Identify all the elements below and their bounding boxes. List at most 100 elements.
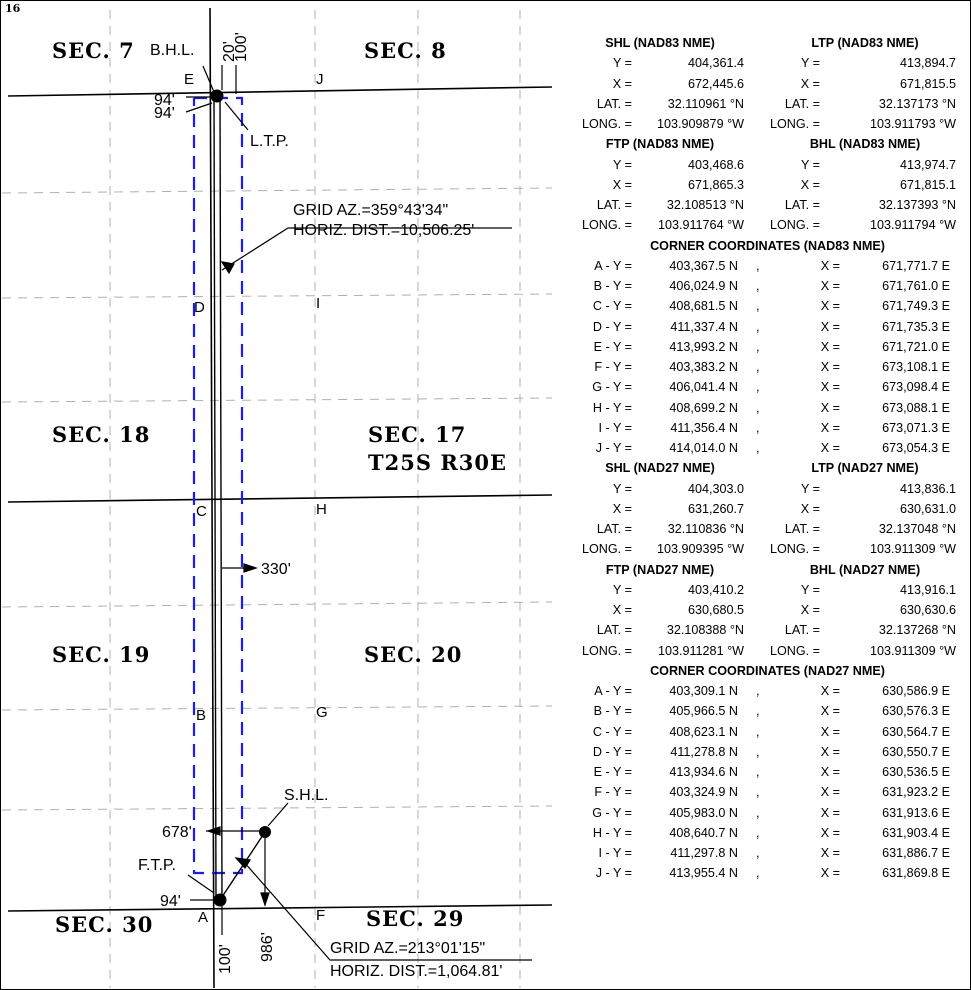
- corner-b-label: B: [196, 707, 206, 724]
- field-value: 103.911764 °W: [657, 218, 744, 233]
- field-value: 403,468.6: [687, 157, 744, 172]
- corner-row: H - Y = 408,640.7 N, X = 631,903.4 E: [570, 826, 965, 846]
- field-value: 413,974.7: [899, 157, 956, 172]
- corner-y: 413,934.6 N: [669, 765, 738, 779]
- field-value: 404,303.0: [687, 481, 744, 496]
- field-value: 671,815.5: [899, 76, 956, 91]
- corner-label: A - Y =: [594, 684, 632, 698]
- corner-label: C - Y =: [592, 299, 632, 314]
- corner-separator: ,: [756, 299, 760, 314]
- dim-94a-label: 94': [154, 92, 175, 109]
- point-header-row: SHL (NAD27 NME) LTP (NAD27 NME): [570, 461, 965, 481]
- corner-y: 408,699.2 N: [669, 400, 738, 415]
- corner-label: H - Y =: [592, 400, 632, 415]
- field-value: 631,260.7: [687, 501, 744, 516]
- corner-x: 630,550.7 E: [882, 744, 950, 759]
- field-label: LAT. =: [784, 198, 820, 212]
- corner-title-row: CORNER COORDINATES (NAD27 NME): [570, 664, 965, 684]
- point-value-row: LAT. = 32.108388 °N LAT. = 32.137268 °N: [570, 623, 965, 643]
- corner-x-label: X =: [820, 785, 840, 800]
- corner-label: A - Y =: [594, 258, 632, 273]
- corner-x: 673,108.1 E: [882, 360, 950, 374]
- corner-e-label: E: [184, 71, 194, 88]
- point-value-row: LONG. = 103.909879 °W LONG. = 103.911793 °W: [570, 117, 965, 137]
- corner-x-label: X =: [820, 765, 840, 779]
- corner-row: B - Y = 405,966.5 N, X = 630,576.3 E: [570, 704, 965, 724]
- lower-bearing-arrow: [234, 857, 251, 869]
- corner-y: 413,955.4 N: [669, 866, 738, 881]
- corner-x: 673,088.1 E: [882, 400, 950, 415]
- corner-y: 411,278.8 N: [670, 744, 738, 759]
- corner-x-label: X =: [820, 866, 840, 881]
- field-value: 103.909879 °W: [657, 117, 744, 131]
- grid-line-h3: [1, 397, 553, 403]
- upper-bearing-leader: [221, 227, 512, 271]
- field-label: Y =: [612, 157, 632, 172]
- corner-x-label: X =: [820, 299, 840, 314]
- section-line-middle: [7, 494, 553, 503]
- grid-line-h2: [1, 293, 553, 299]
- section-17-label: SEC. 17: [368, 422, 466, 447]
- corner-label: I - Y =: [598, 846, 633, 860]
- section-line-north: [7, 86, 553, 97]
- corner-label: I - Y =: [598, 420, 633, 435]
- section-8-label: SEC. 8: [364, 38, 447, 63]
- corner-x: 631,913.6 E: [882, 805, 950, 820]
- corner-x-label: X =: [820, 724, 840, 739]
- corner-separator: ,: [756, 765, 760, 779]
- corner-a-label: A: [198, 909, 208, 926]
- corner-x-label: X =: [820, 805, 840, 820]
- point-value-row: LAT. = 32.110961 °N LAT. = 32.137173 °N: [570, 97, 965, 117]
- field-value: 103.911794 °W: [869, 218, 956, 233]
- quarter-grid: [1, 10, 553, 988]
- field-label: LONG. =: [769, 542, 820, 557]
- corner-c-label: C: [196, 503, 207, 520]
- corner-j-label: J: [316, 71, 324, 88]
- field-label: LONG. =: [581, 643, 632, 658]
- point-title: FTP (NAD27 NME): [605, 562, 715, 577]
- field-label: X =: [800, 603, 820, 617]
- corner-x-label: X =: [820, 339, 840, 354]
- upper-horiz-distance: HORIZ. DIST.=10,506.25': [293, 222, 474, 239]
- corner-coordinates-title: CORNER COORDINATES (NAD83 NME): [650, 238, 885, 253]
- shl-label: S.H.L.: [284, 787, 328, 804]
- coordinate-table: SHL (NAD83 NME) LTP (NAD83 NME) Y = 404,361…: [570, 36, 965, 887]
- corner-row: A - Y = 403,367.5 N, X = 671,771.7 E: [570, 259, 965, 279]
- corner-x: 671,735.3 E: [882, 319, 950, 334]
- corner-y: 403,383.2 N: [669, 360, 738, 374]
- point-value-row: LONG. = 103.911281 °W LONG. = 103.911309 °W: [570, 644, 965, 664]
- field-value: 32.137173 °N: [878, 96, 956, 111]
- point-title: BHL (NAD27 NME): [809, 562, 921, 577]
- corner-separator: ,: [756, 380, 760, 395]
- section-line-west: [209, 7, 215, 989]
- field-value: 32.137048 °N: [878, 522, 956, 536]
- field-value: 671,815.1: [899, 177, 956, 192]
- corner-label: B - Y =: [593, 279, 632, 293]
- field-label: X =: [800, 76, 820, 91]
- field-value: 32.110836 °N: [667, 522, 744, 536]
- point-title: BHL (NAD83 NME): [809, 137, 921, 152]
- corner-label: D - Y =: [592, 319, 632, 334]
- lower-horiz-distance: HORIZ. DIST.=1,064.81': [330, 963, 502, 980]
- corner-separator: ,: [756, 420, 760, 435]
- corner-x-label: X =: [820, 420, 840, 435]
- point-title: LTP (NAD27 NME): [811, 461, 919, 476]
- field-label: X =: [612, 501, 632, 516]
- corner-separator: ,: [756, 724, 760, 739]
- field-label: LONG. =: [769, 643, 820, 658]
- field-label: Y =: [612, 481, 632, 496]
- section-19-label: SEC. 19: [52, 642, 150, 667]
- point-value-row: Y = 404,361.4 Y = 413,894.7: [570, 56, 965, 76]
- field-value: 630,630.6: [899, 603, 956, 617]
- dim-20-label: 20': [221, 41, 238, 62]
- field-label: LAT. =: [784, 96, 820, 111]
- field-value: 32.108388 °N: [666, 623, 744, 638]
- field-label: LAT. =: [596, 198, 632, 212]
- corner-row: J - Y = 413,955.4 N, X = 631,869.8 E: [570, 866, 965, 886]
- corner-x-label: X =: [820, 258, 840, 273]
- section-29-label: SEC. 29: [366, 906, 464, 931]
- d330-arrow: [243, 563, 258, 573]
- shl-leader: [267, 802, 289, 827]
- field-value: 413,894.7: [899, 56, 956, 71]
- field-label: Y =: [800, 56, 820, 71]
